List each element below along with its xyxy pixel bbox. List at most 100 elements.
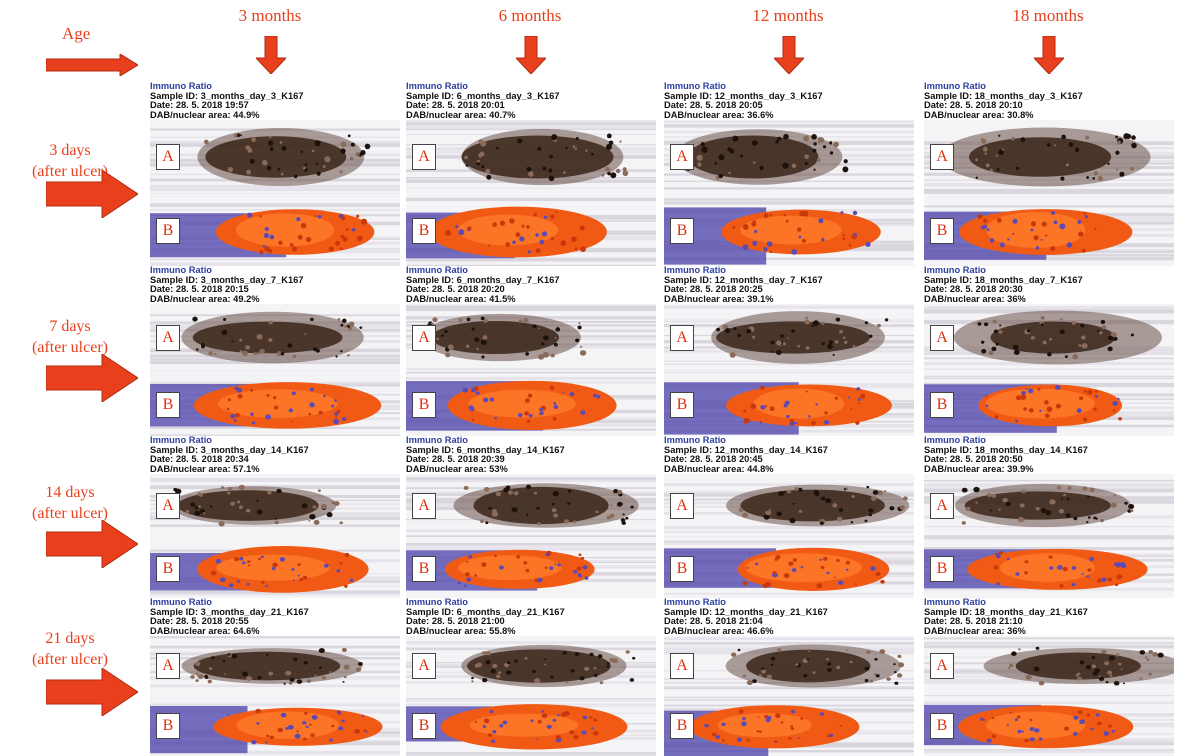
row-arrow-icon xyxy=(46,668,138,716)
info-title: Immuno Ratio xyxy=(150,266,212,275)
micrograph-panel: Immuno Ratio Sample ID: 18_months_day_3_K… xyxy=(924,82,1179,268)
micrograph-image-b xyxy=(406,194,656,268)
info-sample: Sample ID: 18_months_day_7_K167 xyxy=(924,275,1083,285)
info-date: Date: 28. 5. 2018 20:55 xyxy=(150,617,249,626)
micrograph-image-b xyxy=(664,696,914,756)
info-dab: DAB/nuclear area: 41.5% xyxy=(406,294,516,304)
panel-letter-b: B xyxy=(412,218,436,244)
panel-letter-b: B xyxy=(670,713,694,739)
micrograph-image-a xyxy=(664,304,914,371)
row-label-line1: 21 days xyxy=(45,630,95,647)
micrograph-image-b xyxy=(150,696,400,756)
micrograph-image-a xyxy=(924,474,1174,537)
info-sample: Sample ID: 12_months_day_21_K167 xyxy=(664,607,828,617)
immuno-ratio-info: Immuno Ratio Sample ID: 18_months_day_14_… xyxy=(924,436,1174,474)
micrograph-image-a xyxy=(406,474,656,537)
info-date: Date: 28. 5. 2018 20:05 xyxy=(664,101,763,110)
panel-letter-b: B xyxy=(156,391,180,418)
row-label-line2: (after ulcer) xyxy=(32,651,108,668)
micrograph-panel: Immuno Ratio Sample ID: 12_months_day_7_K… xyxy=(664,266,918,438)
micrograph-image-a xyxy=(150,304,400,371)
info-sample: Sample ID: 12_months_day_14_K167 xyxy=(664,445,828,455)
panel-letter-a: A xyxy=(930,144,954,170)
info-title: Immuno Ratio xyxy=(150,82,212,91)
immuno-ratio-info: Immuno Ratio Sample ID: 3_months_day_7_K1… xyxy=(150,266,400,304)
micrograph-image-b xyxy=(150,537,400,600)
info-title: Immuno Ratio xyxy=(664,598,726,607)
info-sample: Sample ID: 18_months_day_3_K167 xyxy=(924,91,1083,101)
panel-letter-b: B xyxy=(930,391,954,418)
row-label-21-days: 21 days (after ulcer) xyxy=(0,628,140,670)
panel-letter-a: A xyxy=(156,324,180,351)
panel-letter-b: B xyxy=(412,555,436,582)
info-date: Date: 28. 5. 2018 19:57 xyxy=(150,101,249,110)
panel-letter-a: A xyxy=(670,144,694,170)
column-label-6-months: 6 months xyxy=(498,6,562,25)
info-title: Immuno Ratio xyxy=(924,598,986,607)
panel-letter-a: A xyxy=(930,324,954,351)
row-label-line2: (after ulcer) xyxy=(32,339,108,356)
info-date: Date: 28. 5. 2018 20:30 xyxy=(924,285,1023,294)
down-arrow-icon xyxy=(256,36,286,74)
info-sample: Sample ID: 6_months_day_3_K167 xyxy=(406,91,560,101)
info-title: Immuno Ratio xyxy=(664,266,726,275)
panel-letter-a: A xyxy=(156,144,180,170)
info-dab: DAB/nuclear area: 55.8% xyxy=(406,626,516,636)
info-title: Immuno Ratio xyxy=(406,598,468,607)
column-label-3-months: 3 months xyxy=(238,6,302,25)
info-date: Date: 28. 5. 2018 20:20 xyxy=(406,285,505,294)
row-arrow-icon xyxy=(46,354,138,402)
info-title: Immuno Ratio xyxy=(150,436,212,445)
info-date: Date: 28. 5. 2018 20:50 xyxy=(924,455,1023,464)
panel-letter-b: B xyxy=(930,555,954,582)
row-arrow-icon xyxy=(46,520,138,568)
micrograph-panel: Immuno Ratio Sample ID: 6_months_day_7_K1… xyxy=(406,266,660,438)
info-dab: DAB/nuclear area: 44.8% xyxy=(664,464,774,474)
immuno-ratio-info: Immuno Ratio Sample ID: 18_months_day_7_K… xyxy=(924,266,1174,304)
micrograph-image-b xyxy=(664,371,914,438)
info-dab: DAB/nuclear area: 39.1% xyxy=(664,294,774,304)
info-date: Date: 28. 5. 2018 20:01 xyxy=(406,101,505,110)
info-sample: Sample ID: 18_months_day_14_K167 xyxy=(924,445,1088,455)
info-dab: DAB/nuclear area: 40.7% xyxy=(406,110,516,120)
panel-letter-a: A xyxy=(412,324,436,351)
immuno-ratio-info: Immuno Ratio Sample ID: 3_months_day_21_K… xyxy=(150,598,400,636)
panel-letter-a: A xyxy=(670,653,694,679)
micrograph-panel: Immuno Ratio Sample ID: 18_months_day_7_K… xyxy=(924,266,1179,438)
row-label-line1: 14 days xyxy=(45,484,95,501)
info-date: Date: 28. 5. 2018 20:45 xyxy=(664,455,763,464)
micrograph-panel: Immuno Ratio Sample ID: 3_months_day_3_K1… xyxy=(150,82,404,268)
micrograph-panel: Immuno Ratio Sample ID: 3_months_day_21_K… xyxy=(150,598,404,756)
micrograph-image-a xyxy=(664,636,914,696)
row-label-line1: 7 days xyxy=(49,318,91,335)
micrograph-image-a xyxy=(150,636,400,696)
info-title: Immuno Ratio xyxy=(664,82,726,91)
info-title: Immuno Ratio xyxy=(406,82,468,91)
panel-letter-a: A xyxy=(670,492,694,519)
info-title: Immuno Ratio xyxy=(924,266,986,275)
info-date: Date: 28. 5. 2018 20:15 xyxy=(150,285,249,294)
info-sample: Sample ID: 6_months_day_7_K167 xyxy=(406,275,560,285)
micrograph-image-b xyxy=(150,194,400,268)
row-label-3-days: 3 days (after ulcer) xyxy=(0,140,140,182)
micrograph-image-b xyxy=(664,537,914,600)
micrograph-panel: Immuno Ratio Sample ID: 6_months_day_3_K1… xyxy=(406,82,660,268)
micrograph-image-a xyxy=(924,120,1174,194)
row-label-14-days: 14 days (after ulcer) xyxy=(0,482,140,524)
micrograph-image-a xyxy=(924,636,1174,696)
row-label-line2: (after ulcer) xyxy=(32,163,108,180)
micrograph-image-a xyxy=(664,120,914,194)
immuno-ratio-info: Immuno Ratio Sample ID: 3_months_day_3_K1… xyxy=(150,82,400,120)
info-title: Immuno Ratio xyxy=(664,436,726,445)
info-dab: DAB/nuclear area: 36% xyxy=(924,626,1026,636)
info-title: Immuno Ratio xyxy=(924,82,986,91)
micrograph-panel: Immuno Ratio Sample ID: 12_months_day_21_… xyxy=(664,598,918,756)
micrograph-image-b xyxy=(664,194,914,268)
micrograph-image-a xyxy=(664,474,914,537)
micrograph-image-b xyxy=(406,537,656,600)
info-title: Immuno Ratio xyxy=(406,266,468,275)
panel-letter-a: A xyxy=(412,492,436,519)
immuno-ratio-info: Immuno Ratio Sample ID: 6_months_day_14_K… xyxy=(406,436,656,474)
micrograph-image-a xyxy=(150,474,400,537)
info-dab: DAB/nuclear area: 44.9% xyxy=(150,110,260,120)
